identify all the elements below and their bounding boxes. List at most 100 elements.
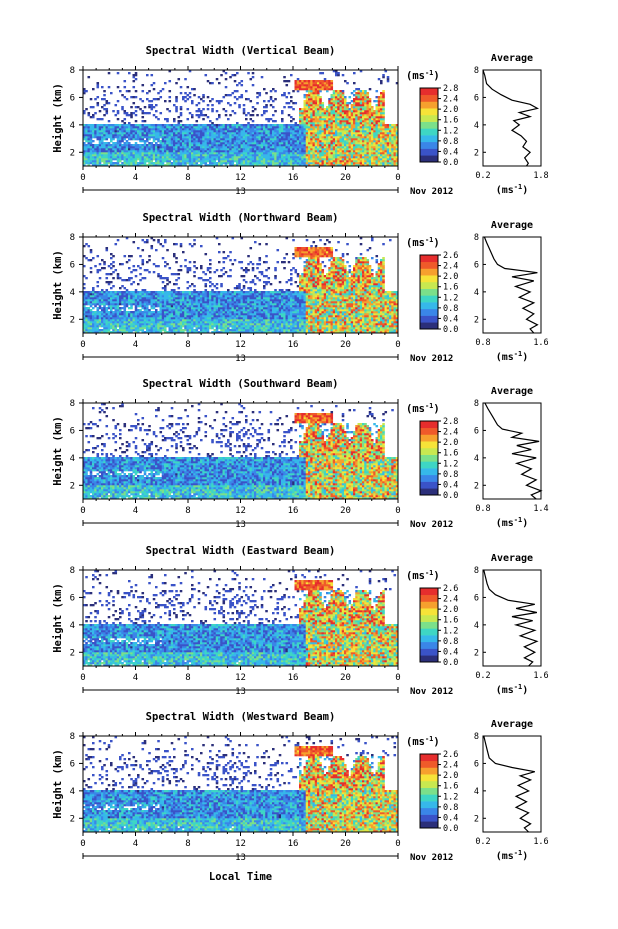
heatmap-cell xyxy=(290,128,293,131)
heatmap-cell xyxy=(96,134,100,137)
heatmap-cell xyxy=(231,138,235,141)
heatmap-cell xyxy=(335,146,338,149)
heatmap-cell xyxy=(155,150,158,153)
heatmap-cell xyxy=(251,164,255,167)
heatmap-cell xyxy=(173,307,176,310)
heatmap-cell xyxy=(150,301,154,304)
heatmap-cell xyxy=(364,100,367,103)
heatmap-cell xyxy=(332,150,336,153)
heatmap-cell xyxy=(303,102,307,105)
heatmap-cell xyxy=(141,128,145,131)
heatmap-cell xyxy=(238,164,241,167)
heatmap-cell xyxy=(125,293,129,296)
heatmap-cell xyxy=(112,156,115,159)
heatmap-cell xyxy=(249,114,253,117)
heatmap-cell xyxy=(353,94,356,97)
heatmap-cell xyxy=(290,150,293,153)
heatmap-cell xyxy=(229,142,232,145)
heatmap-cell xyxy=(175,130,178,133)
heatmap-cell xyxy=(375,154,379,157)
heatmap-cell xyxy=(94,291,97,294)
heatmap-cell xyxy=(380,138,383,141)
heatmap-cell xyxy=(137,144,140,147)
heatmap-cell xyxy=(386,132,390,135)
heatmap-cell xyxy=(348,102,352,105)
heatmap-cell xyxy=(278,156,282,159)
average-x-tick-label: 0.2 xyxy=(475,171,490,181)
heatmap-cell xyxy=(391,144,394,147)
heatmap-cell xyxy=(157,150,160,153)
heatmap-cell xyxy=(103,130,106,133)
heatmap-cell xyxy=(175,124,178,127)
heatmap-cell xyxy=(132,164,136,167)
heatmap-cell xyxy=(305,82,309,85)
heatmap-cell xyxy=(128,154,131,157)
heatmap-cell xyxy=(134,315,138,318)
heatmap-cell xyxy=(164,325,167,328)
heatmap-cell xyxy=(344,112,347,115)
heatmap-cell xyxy=(206,148,210,151)
heatmap-cell xyxy=(179,148,183,151)
heatmap-cell xyxy=(310,128,313,131)
heatmap-cell xyxy=(164,160,167,163)
heatmap-cell xyxy=(152,297,156,300)
heatmap-cell xyxy=(375,106,379,109)
heatmap-cell xyxy=(269,90,273,93)
heatmap-cell xyxy=(395,152,399,155)
heatmap-cell xyxy=(157,239,160,242)
heatmap-cell xyxy=(166,249,169,252)
heatmap-cell xyxy=(357,110,361,113)
heatmap-cell xyxy=(229,158,232,161)
heatmap-cell xyxy=(103,323,106,326)
heatmap-cell xyxy=(150,237,154,240)
heatmap-cell xyxy=(292,154,295,157)
heatmap-cell xyxy=(319,80,322,83)
heatmap-cell xyxy=(139,311,142,314)
heatmap-cell xyxy=(94,126,97,129)
heatmap-cell xyxy=(92,311,95,314)
heatmap-cell xyxy=(170,305,174,308)
heatmap-cell xyxy=(377,146,381,149)
heatmap-cell xyxy=(114,321,118,324)
heatmap-cell xyxy=(326,128,329,131)
heatmap-cell xyxy=(368,136,372,139)
heatmap-cell xyxy=(112,124,115,127)
heatmap-cell xyxy=(85,130,88,133)
heatmap-cell xyxy=(294,84,298,87)
heatmap-cell xyxy=(125,162,129,165)
heatmap-cell xyxy=(348,96,352,99)
heatmap-cell xyxy=(346,82,349,85)
heatmap-cell xyxy=(98,136,102,139)
heatmap-cell xyxy=(170,307,174,310)
heatmap-cell xyxy=(173,138,176,141)
colorbar-tick-label: 0.8 xyxy=(443,137,458,147)
heatmap-cell xyxy=(274,144,277,147)
heatmap-cell xyxy=(245,90,248,93)
heatmap-cell xyxy=(233,96,237,99)
heatmap-cell xyxy=(260,114,264,117)
heatmap-cell xyxy=(123,80,127,83)
heatmap-cell xyxy=(319,98,322,101)
heatmap-cell xyxy=(85,154,88,157)
heatmap-cell xyxy=(96,162,100,165)
heatmap-cell xyxy=(249,140,253,143)
heatmap-cell xyxy=(265,128,268,131)
heatmap-cell xyxy=(114,162,118,165)
heatmap-cell xyxy=(380,98,383,101)
heatmap-cell xyxy=(233,126,237,129)
heatmap-cell xyxy=(301,120,304,123)
heatmap-cell xyxy=(294,82,298,85)
heatmap-cell xyxy=(85,90,88,93)
heatmap-cell xyxy=(184,130,187,133)
heatmap-cell xyxy=(353,148,356,151)
heatmap-cell xyxy=(137,132,140,135)
heatmap-cell xyxy=(359,138,363,141)
heatmap-cell xyxy=(85,309,88,312)
heatmap-cell xyxy=(236,130,239,133)
heatmap-cell xyxy=(132,124,136,127)
heatmap-cell xyxy=(281,126,284,129)
heatmap-cell xyxy=(197,144,201,147)
heatmap-cell xyxy=(134,329,138,332)
heatmap-cell xyxy=(314,158,318,161)
heatmap-cell xyxy=(128,301,131,304)
